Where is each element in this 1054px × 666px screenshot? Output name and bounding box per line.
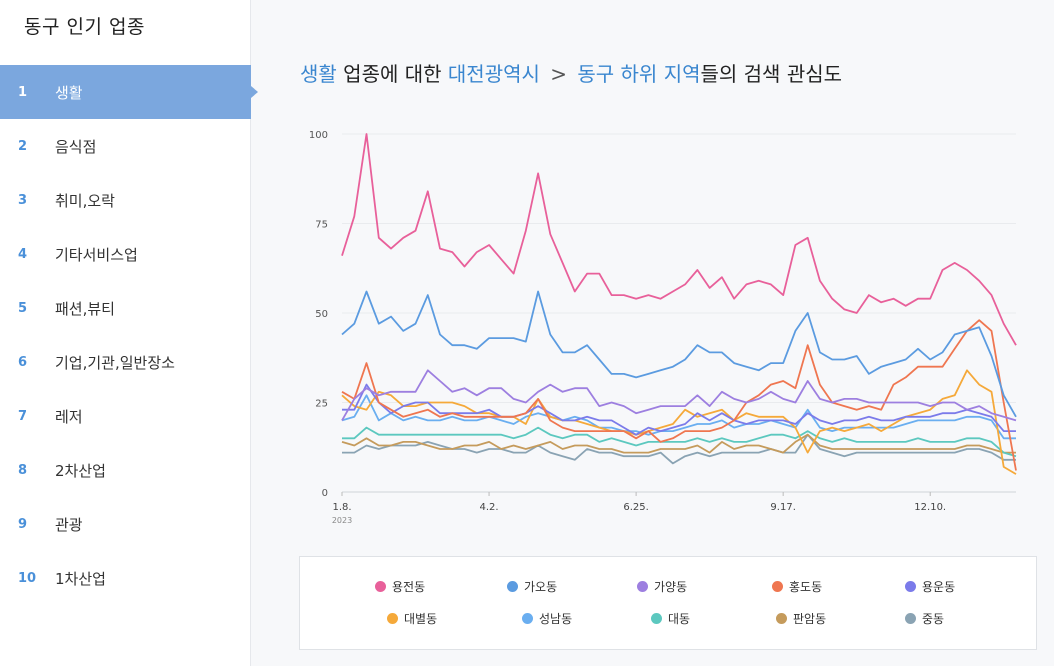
legend-item[interactable]: 가오동 xyxy=(507,578,557,595)
menu-item-1[interactable]: 1 생활 xyxy=(0,65,258,119)
sidebar-title: 동구 인기 업종 xyxy=(24,16,145,38)
y-tick-label: 25 xyxy=(315,399,328,410)
legend-color-dot xyxy=(905,613,916,624)
menu-item-label: 1차산업 xyxy=(55,569,106,588)
menu-item-number: 10 xyxy=(18,570,37,586)
legend-color-dot xyxy=(651,613,662,624)
menu-item-number: 4 xyxy=(18,246,28,262)
menu-item-8[interactable]: 8 2차산업 xyxy=(0,443,251,497)
menu-item-4[interactable]: 4 기타서비스업 xyxy=(0,227,251,281)
title-category: 생활 xyxy=(300,62,337,86)
x-tick-label: 9.17. xyxy=(770,502,795,513)
menu-item-label: 생활 xyxy=(55,83,83,102)
x-axis: 1.8. 2023 4.2. 6.25. 9.17. 12.10. xyxy=(332,492,946,525)
menu-item-6[interactable]: 6 기업,기관,일반장소 xyxy=(0,335,251,389)
x-tick-sublabel: 2023 xyxy=(332,516,352,525)
menu-item-number: 1 xyxy=(18,84,28,100)
x-tick-label: 12.10. xyxy=(914,502,946,513)
sidebar: 동구 인기 업종 1 생활 2 음식점 3 취미,오락 4 기타서비스업 5 패션,뷰티 … xyxy=(0,0,258,666)
menu-item-5[interactable]: 5 패션,뷰티 xyxy=(0,281,251,335)
title-text-1: 업종에 대한 xyxy=(343,62,442,86)
series-line-성남동 xyxy=(341,394,1016,440)
series-line-용전동 xyxy=(341,133,1017,346)
menu-item-label: 취미,오락 xyxy=(55,191,115,210)
legend-item[interactable]: 성남동 xyxy=(522,610,572,627)
legend-label: 중동 xyxy=(922,612,945,626)
x-tick-label: 6.25. xyxy=(623,502,648,513)
y-tick-label: 50 xyxy=(315,309,328,320)
menu-item-number: 8 xyxy=(18,462,28,478)
legend-label: 가양동 xyxy=(654,580,688,594)
menu-item-label: 관광 xyxy=(55,515,83,534)
legend-label: 가오동 xyxy=(524,580,558,594)
menu-item-number: 9 xyxy=(18,516,28,532)
menu-item-number: 5 xyxy=(18,300,28,316)
series-line-판암동 xyxy=(341,433,1016,454)
series-line-가오동 xyxy=(341,290,1017,418)
legend-item[interactable]: 중동 xyxy=(905,610,944,627)
legend-color-dot xyxy=(507,581,518,592)
y-tick-label: 0 xyxy=(322,488,328,499)
y-tick-label: 100 xyxy=(309,130,328,141)
legend-label: 홍도동 xyxy=(789,580,823,594)
legend-color-dot xyxy=(522,613,533,624)
title-text-2: 들의 검색 관심도 xyxy=(700,62,843,86)
legend-color-dot xyxy=(905,581,916,592)
category-menu: 1 생활 2 음식점 3 취미,오락 4 기타서비스업 5 패션,뷰티 6 기업,기관,일반… xyxy=(0,65,258,605)
legend-item[interactable]: 용운동 xyxy=(905,578,955,595)
menu-item-number: 6 xyxy=(18,354,28,370)
legend-color-dot xyxy=(375,581,386,592)
series-line-가양동 xyxy=(341,369,1017,422)
menu-item-10[interactable]: 10 1차산업 xyxy=(0,551,251,605)
legend-label: 용운동 xyxy=(922,580,956,594)
search-interest-line-chart: 0 25 50 75 100 1.8. 2023 4.2. 6.25. 9.17. 12.10. xyxy=(309,130,1017,525)
menu-item-label: 레저 xyxy=(55,407,83,426)
menu-item-number: 2 xyxy=(18,138,28,154)
series-line-홍도동 xyxy=(341,319,1017,471)
y-axis: 0 25 50 75 100 xyxy=(309,130,328,499)
legend-color-dot xyxy=(776,613,787,624)
legend-item[interactable]: 홍도동 xyxy=(772,578,822,595)
menu-item-label: 음식점 xyxy=(55,137,97,156)
menu-item-label: 패션,뷰티 xyxy=(55,299,115,318)
title-subregion: 동구 하위 지역 xyxy=(577,62,701,86)
menu-item-label: 2차산업 xyxy=(55,461,106,480)
legend-item[interactable]: 대동 xyxy=(651,610,690,627)
x-tick-label: 1.8. xyxy=(332,502,351,513)
menu-item-9[interactable]: 9 관광 xyxy=(0,497,251,551)
menu-item-7[interactable]: 7 레저 xyxy=(0,389,251,443)
legend-item[interactable]: 판암동 xyxy=(776,610,826,627)
legend-color-dot xyxy=(772,581,783,592)
legend-label: 대동 xyxy=(668,612,691,626)
chart-series-lines xyxy=(341,133,1017,475)
legend-label: 용전동 xyxy=(392,580,426,594)
legend-color-dot xyxy=(637,581,648,592)
legend-color-dot xyxy=(387,613,398,624)
menu-item-3[interactable]: 3 취미,오락 xyxy=(0,173,251,227)
menu-item-2[interactable]: 2 음식점 xyxy=(0,119,251,173)
series-line-용운동 xyxy=(342,383,1016,436)
y-tick-label: 75 xyxy=(315,220,328,231)
menu-item-label: 기타서비스업 xyxy=(55,245,138,264)
title-separator: > xyxy=(550,62,568,86)
series-line-대동 xyxy=(342,426,1017,458)
legend-label: 판암동 xyxy=(793,612,827,626)
menu-item-number: 3 xyxy=(18,192,28,208)
page-title: 생활 업종에 대한 대전광역시 > 동구 하위 지역들의 검색 관심도 xyxy=(300,58,842,87)
legend-item[interactable]: 대별동 xyxy=(387,610,437,627)
x-tick-label: 4.2. xyxy=(480,502,499,513)
legend-item[interactable]: 가양동 xyxy=(637,578,687,595)
title-region: 대전광역시 xyxy=(447,62,540,86)
legend-label: 대별동 xyxy=(404,612,438,626)
menu-item-number: 7 xyxy=(18,408,28,424)
menu-item-label: 기업,기관,일반장소 xyxy=(55,353,175,372)
legend-label: 성남동 xyxy=(539,612,573,626)
legend-item[interactable]: 용전동 xyxy=(375,578,425,595)
